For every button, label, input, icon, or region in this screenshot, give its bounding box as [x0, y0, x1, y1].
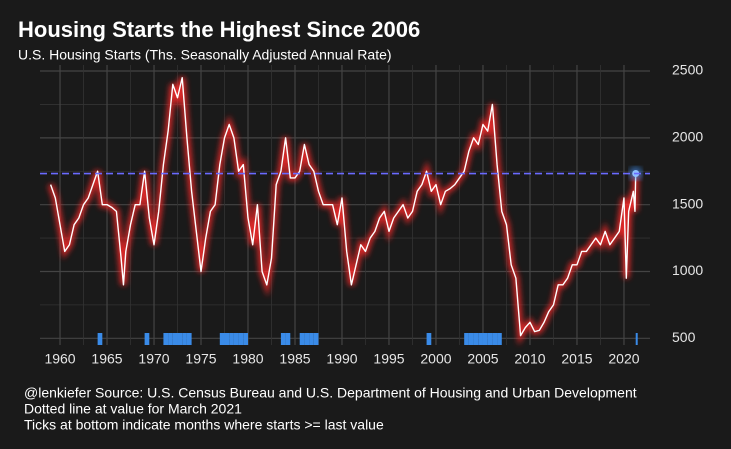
rug-tick	[426, 333, 432, 345]
y-tick-label: 1000	[672, 262, 703, 278]
rug-tick	[309, 333, 314, 345]
x-tick-label: 1970	[138, 351, 169, 367]
rug-tick	[144, 333, 150, 345]
rug-tick	[97, 333, 103, 345]
chart-title: Housing Starts the Highest Since 2006	[18, 17, 420, 42]
rug-tick	[177, 333, 183, 345]
y-tick-label: 1500	[672, 195, 703, 211]
rug-tick	[487, 333, 493, 345]
rug-tick	[313, 333, 319, 345]
x-tick-label: 1980	[232, 351, 263, 367]
rug-tick	[468, 333, 474, 345]
rug-tick	[219, 333, 225, 345]
x-tick-label: 2020	[608, 351, 639, 367]
y-tick-label: 2000	[672, 129, 703, 145]
x-tick-label: 1995	[373, 351, 404, 367]
x-tick-label: 1965	[91, 351, 122, 367]
x-tick-label: 2000	[420, 351, 451, 367]
rug-tick	[285, 333, 291, 345]
x-tick-label: 2010	[514, 351, 545, 367]
caption: Dotted line at value for March 2021	[24, 401, 242, 417]
rug-tick	[299, 333, 305, 345]
x-tick-label: 1960	[44, 351, 75, 367]
x-tick-label: 1985	[279, 351, 310, 367]
rug-tick	[238, 333, 244, 345]
rug-tick	[182, 333, 187, 345]
rug-tick	[304, 333, 310, 345]
x-tick-label: 1990	[326, 351, 357, 367]
rug-tick	[172, 333, 178, 345]
caption: Ticks at bottom indicate months where st…	[24, 417, 384, 433]
rug-tick	[168, 333, 173, 345]
x-tick-label: 2015	[561, 351, 592, 367]
x-tick-label: 2005	[467, 351, 498, 367]
y-tick-label: 2500	[672, 62, 703, 78]
rug-tick	[478, 333, 483, 345]
rug-tick	[635, 333, 638, 345]
rug-tick	[224, 333, 230, 345]
rug-tick	[186, 333, 192, 345]
caption: @lenkiefer Source: U.S. Census Bureau an…	[24, 385, 637, 401]
rug-tick	[464, 333, 469, 345]
rug-tick	[163, 333, 169, 345]
rug-tick	[482, 333, 488, 345]
plot	[40, 77, 650, 346]
x-tick-label: 1975	[185, 351, 216, 367]
rug-tick	[473, 333, 479, 345]
rug-tick	[497, 333, 502, 345]
rug-tick	[233, 333, 239, 345]
rug-tick	[492, 333, 498, 345]
line	[49, 77, 637, 337]
chart-subtitle: U.S. Housing Starts (Ths. Seasonally Adj…	[18, 47, 392, 63]
rug-tick	[280, 333, 286, 345]
y-tick-label: 500	[672, 329, 696, 345]
rug-tick	[229, 333, 234, 345]
rug-tick	[243, 333, 249, 345]
